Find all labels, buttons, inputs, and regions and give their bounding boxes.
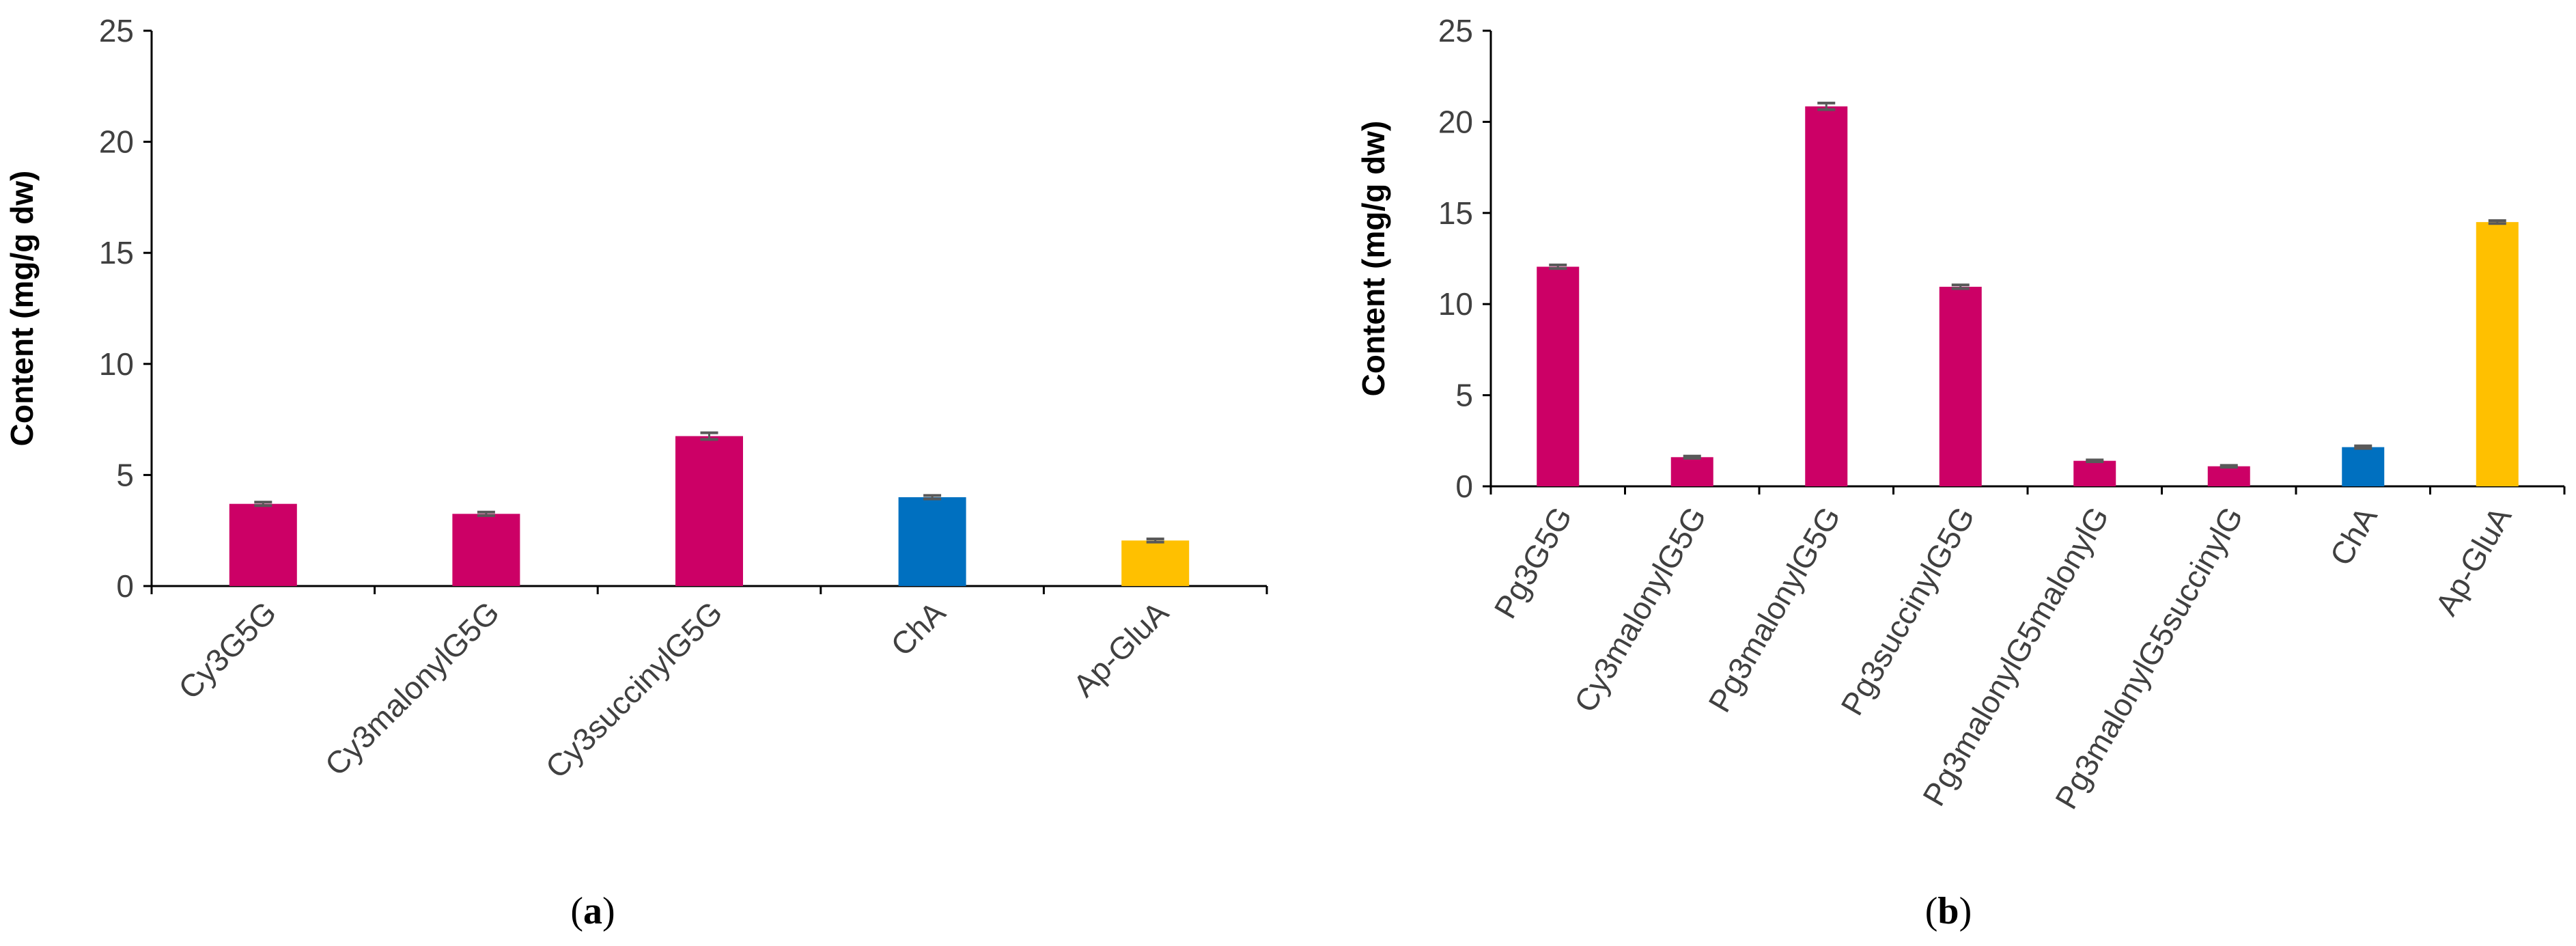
y-tick-label: 0 xyxy=(1455,469,1473,504)
panel-label-a-close: ) xyxy=(602,890,615,932)
panel-label-a: (a) xyxy=(570,890,615,932)
y-tick-label: 15 xyxy=(99,235,134,270)
y-tick-label: 25 xyxy=(1438,13,1473,48)
y-tick-label: 15 xyxy=(1438,195,1473,231)
x-category-label: Cy3G5G xyxy=(171,594,283,706)
bar xyxy=(1537,266,1580,486)
x-category-label: Cy3malonylG5G xyxy=(1567,501,1713,718)
bar xyxy=(229,503,297,586)
y-tick-label: 25 xyxy=(99,13,134,48)
panel-label-a-letter: a xyxy=(583,890,602,932)
panel-label-b-open: ( xyxy=(1925,890,1938,932)
panel-label-b-close: ) xyxy=(1959,890,1972,932)
panel-label-b: (b) xyxy=(1925,890,1972,932)
x-category-label: ChA xyxy=(884,594,952,663)
bar xyxy=(1939,286,1982,486)
y-tick-label: 0 xyxy=(116,568,134,604)
x-category-label: Pg3malonylG5G xyxy=(1701,501,1847,718)
y-tick-label: 5 xyxy=(1455,378,1473,413)
bar xyxy=(2073,460,2116,486)
panel-label-b-letter: b xyxy=(1937,890,1959,932)
bar xyxy=(2207,466,2250,486)
y-axis-title: Content (mg/g dw) xyxy=(4,171,40,447)
bar xyxy=(1670,457,1713,486)
y-tick-label: 20 xyxy=(1438,104,1473,139)
y-tick-label: 10 xyxy=(99,346,134,382)
x-category-label: Pg3G5G xyxy=(1487,501,1579,624)
bar xyxy=(452,514,520,586)
x-category-label: Pg3succinylG5G xyxy=(1834,501,1981,721)
x-category-label: Ap-GluA xyxy=(1066,594,1175,704)
x-category-label: ChA xyxy=(2323,501,2384,572)
y-tick-label: 10 xyxy=(1438,286,1473,322)
bar xyxy=(2342,447,2385,486)
y-tick-label: 5 xyxy=(116,457,134,492)
x-category-label: Cy3malonylG5G xyxy=(318,594,506,782)
x-category-label: Cy3succinylG5G xyxy=(539,594,729,785)
chart-panel-b: 0 5 10 15 20 25 Content (mg/g dw) Pg3G5GCy3malo… xyxy=(1356,13,2566,815)
y-tick-label: 20 xyxy=(99,124,134,160)
x-category-label: Ap-GluA xyxy=(2428,501,2518,622)
bar xyxy=(675,436,743,586)
bar xyxy=(1121,540,1190,586)
bar xyxy=(2476,222,2519,486)
panel-label-a-open: ( xyxy=(570,890,583,932)
bar xyxy=(898,497,966,586)
bar xyxy=(1805,106,1848,487)
y-axis-title: Content (mg/g dw) xyxy=(1356,121,1391,397)
chart-panel-a: 0 5 10 15 20 25 Content (mg/g dw) Cy3G5G Cy3malo… xyxy=(4,13,1268,785)
